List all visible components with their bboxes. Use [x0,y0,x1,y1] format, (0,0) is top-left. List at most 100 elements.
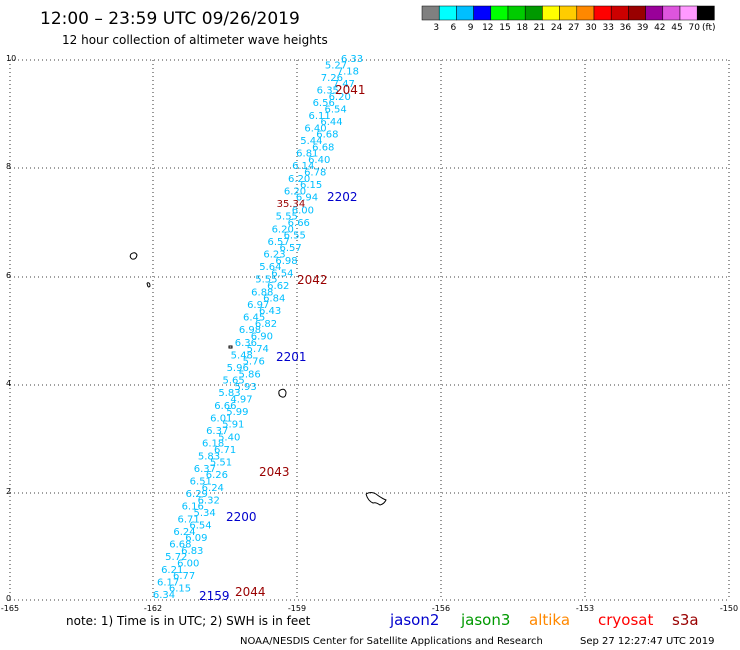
wave-height-label: 6.90 [251,332,273,343]
wave-height-label: 5.55 [276,212,298,223]
wave-height-label: 7.47 [333,79,355,90]
wave-height-label: 5.34 [193,508,215,519]
island-outline [365,492,387,506]
wave-height-label: 6.77 [173,571,195,582]
pass-time-label: 2044 [235,585,266,599]
legend-label: 9 [468,23,474,33]
legend-swatch [490,5,509,21]
wave-height-label: 6.43 [259,306,281,317]
legend-label: 21 [534,23,545,33]
legend-label: 33 [602,23,613,33]
longitude-ticks: -165 -162 -159 -156 -153 -150 [1,604,738,613]
pass-time-label: 2202 [327,190,358,204]
units-note: note: 1) Time is in UTC; 2) SWH is in fe… [66,614,311,628]
wave-height-label: 6.81 [296,149,318,160]
legend-label: 24 [551,23,563,33]
wave-height-label: 6.57 [279,243,301,254]
pass-time-labels: 2041 2202 2042 2201 2043 2200 2159 2044 [199,83,366,603]
island-outline [129,252,138,260]
wave-height-label: 6.45 [243,313,265,324]
lat-tick-label: 0 [6,594,11,603]
wave-height-label: 5.44 [300,136,322,147]
wave-height-label: 6.16 [182,502,204,513]
satellite-name: cryosat [598,611,653,629]
wave-height-label: 35.34 [277,199,306,210]
wave-height-label: 6.54 [271,268,293,279]
wave-height-label: 6.33 [341,54,363,65]
wave-height-label: 6.98 [239,325,261,336]
wave-height-label: 6.29 [186,489,208,500]
wave-height-label: 5.99 [226,407,248,418]
satellite-legend: jason2 jason3 altika cryosat s3a [389,611,699,629]
satellite-name: s3a [672,611,699,629]
wave-height-label: 6.00 [292,205,314,216]
lat-tick-label: 4 [6,379,11,388]
wave-height-label: 6.51 [190,477,212,488]
wave-height-label: 5.72 [165,552,187,563]
lat-lon-grid [9,59,730,601]
legend-swatch [507,5,526,21]
legend-label: 6 [451,23,457,33]
wave-height-label: 5.86 [238,369,260,380]
wave-height-label: 6.21 [161,565,183,576]
wave-height-label: 5.96 [227,363,249,374]
wave-height-label: 7.26 [321,73,343,84]
satellite-name: jason3 [460,611,510,629]
map-title: 12:00 – 23:59 UTC 09/26/2019 [40,9,300,29]
wave-height-label: 6.66 [214,401,236,412]
latitude-ticks: 0 2 4 6 8 10 [6,54,16,603]
wave-height-label: 6.35 [317,86,339,97]
wave-height-label: 6.11 [308,111,330,122]
legend-swatch [576,5,595,21]
wave-height-label: 6.84 [263,294,285,305]
legend-swatch [438,5,457,21]
lon-tick-label: -159 [288,604,306,613]
pass-time-label: 2043 [259,465,290,479]
legend-unit: (ft) [702,23,716,33]
wave-height-label: 6.26 [206,470,228,481]
wave-height-label: 7.18 [337,67,359,78]
lon-tick-label: -165 [1,604,19,613]
wave-height-label: 5.55 [255,275,277,286]
wave-height-label: 6.97 [247,300,269,311]
legend-label: 42 [654,23,665,33]
legend-label: 12 [482,23,493,33]
wave-height-label: 6.34 [153,590,175,601]
wave-height-label: 6.40 [308,155,330,166]
legend-swatch [593,5,612,21]
legend-label: 70 [688,23,700,33]
satellite-name: jason2 [389,611,439,629]
pass-time-label: 2201 [276,350,307,364]
pass-time-label: 2200 [226,510,257,524]
wave-height-label: 6.54 [324,104,346,115]
legend-swatch [696,5,715,21]
legend-swatch [542,5,560,21]
legend-swatch [645,5,664,21]
wave-height-label: 5.93 [234,382,256,393]
legend-label: 30 [585,23,597,33]
lon-tick-label: -156 [432,604,450,613]
island-outline [146,282,151,288]
wave-height-label: 6.94 [296,193,318,204]
wave-height-label: 6.62 [267,281,289,292]
wave-height-label: 5.65 [222,376,244,387]
legend-swatch [679,5,698,21]
color-legend: 3 6 9 12 15 18 21 24 27 30 33 36 39 42 45 70 [421,5,715,33]
wave-height-label: 6.20 [272,224,294,235]
wave-height-label: 6.83 [181,546,203,557]
wave-height-label: 6.36 [235,338,257,349]
wave-height-label: 6.24 [173,527,195,538]
wave-height-label: 6.15 [300,180,322,191]
legend-label: 45 [671,23,682,33]
wave-height-track: 6.335.277.187.267.476.356.206.566.546.11… [153,54,363,601]
legend-label: 36 [620,23,632,33]
lat-tick-label: 2 [6,487,11,496]
lon-tick-label: -162 [144,604,162,613]
wave-height-label: 5.83 [198,451,220,462]
lon-tick-label: -153 [576,604,594,613]
wave-height-label: 6.15 [169,584,191,595]
wave-height-label: 6.32 [198,495,220,506]
wave-height-label: 6.17 [157,577,179,588]
legend-label: 39 [637,23,649,33]
